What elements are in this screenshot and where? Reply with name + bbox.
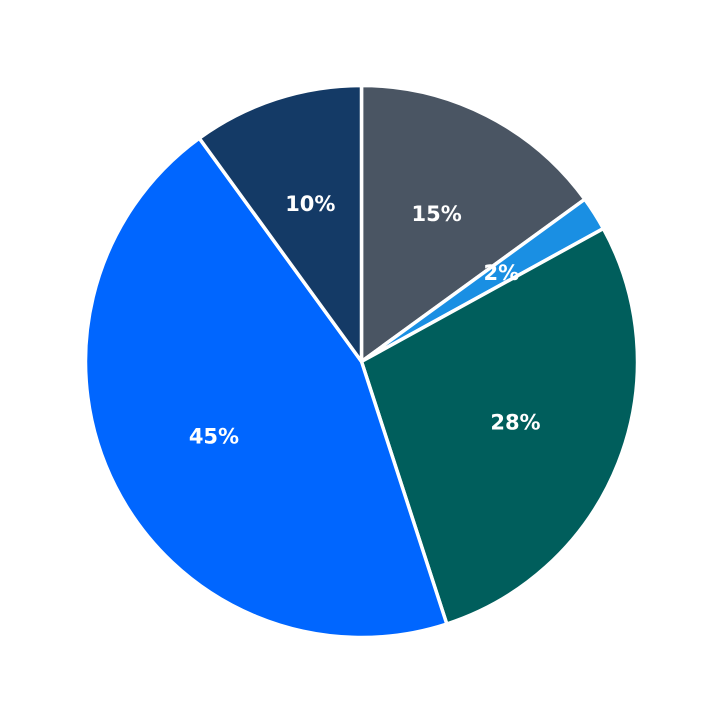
pie-slice-3 <box>83 136 449 640</box>
pie-slices <box>83 83 640 640</box>
pie-slice-4 <box>197 83 364 364</box>
pie-slice-label-4: 10% <box>285 192 335 216</box>
pie-slice-label-3: 45% <box>189 425 239 449</box>
pie-slice-label-1: 2% <box>483 261 519 285</box>
pie-slice-label-2: 28% <box>490 410 540 434</box>
pie-labels: 15% 2% 28% 45% 10% <box>189 192 541 449</box>
pie-slice-0 <box>359 83 587 364</box>
pie-slice-2 <box>359 226 640 626</box>
pie-slice-label-0: 15% <box>412 202 462 226</box>
